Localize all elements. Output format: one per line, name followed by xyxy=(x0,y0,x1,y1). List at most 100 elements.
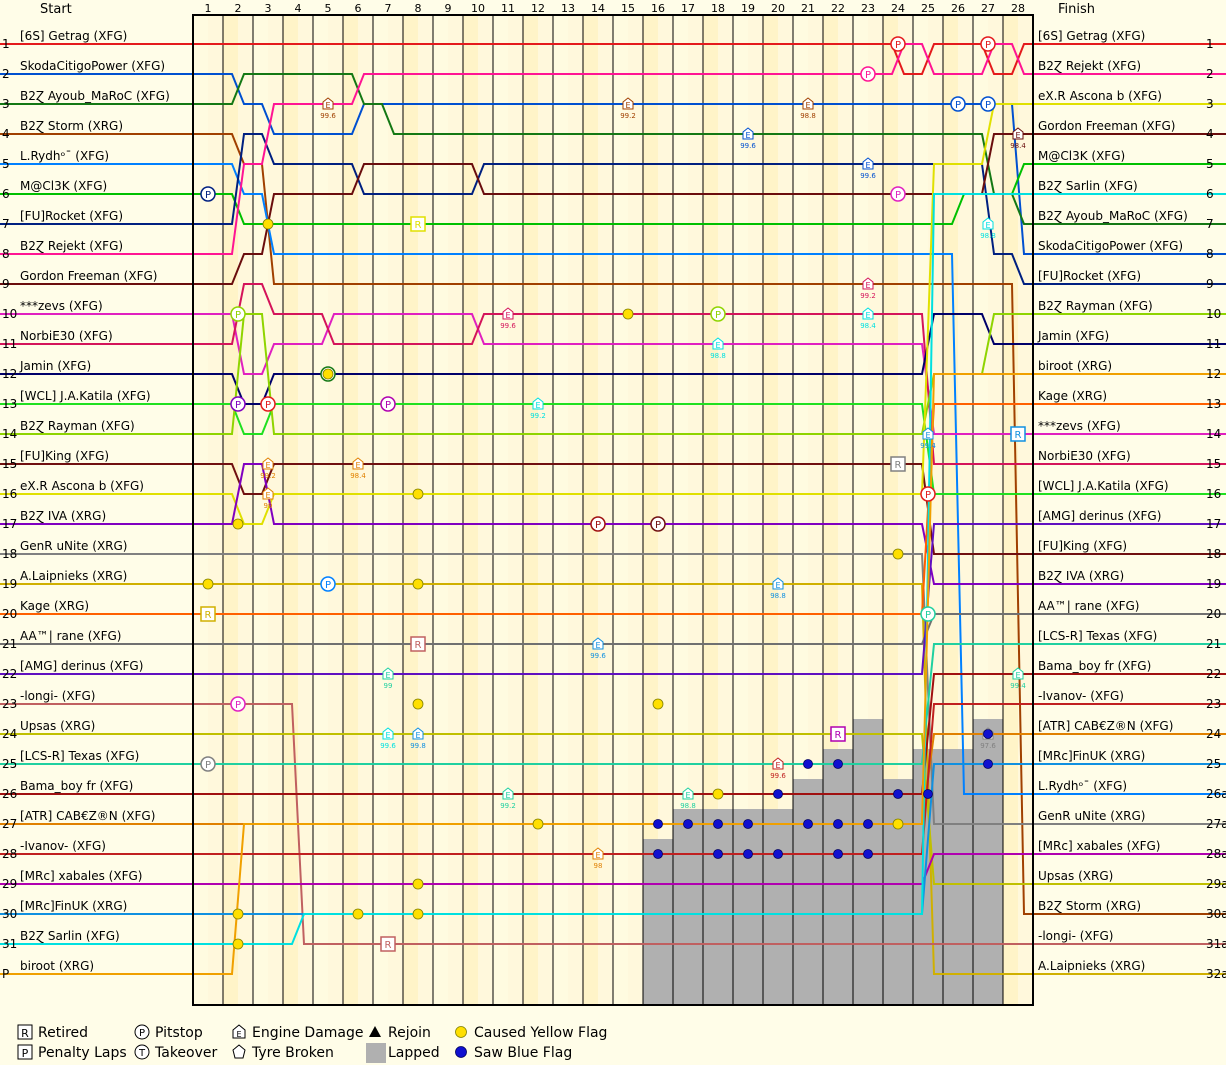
yellow-flag-marker xyxy=(412,908,424,920)
engine-legend-symbol xyxy=(232,1024,246,1039)
start-position-label: 15 xyxy=(2,457,17,471)
start-driver-label: biroot (XRG) xyxy=(20,959,94,973)
start-driver-label: B2Ɀ Rejekt (XFG) xyxy=(20,239,123,254)
blue-flag-marker xyxy=(833,849,843,859)
engine-damage-marker xyxy=(1012,667,1024,680)
retired-marker xyxy=(830,726,846,742)
finish-position-label: 15 xyxy=(1206,457,1221,471)
engine-damage-marker xyxy=(352,457,364,470)
finish-position-label: 2 xyxy=(1206,67,1214,81)
engine-damage-marker-letter: E xyxy=(745,131,750,140)
blue-flag-marker xyxy=(863,819,873,829)
pitstop-marker xyxy=(650,516,666,532)
lap-band xyxy=(673,15,688,1005)
grid-lines xyxy=(222,15,1004,1005)
start-position-label: 23 xyxy=(2,697,17,711)
retired-marker-label: R xyxy=(895,460,902,471)
yellow-flag-marker xyxy=(322,368,334,380)
pitstop-marker-label: P xyxy=(235,310,241,321)
start-driver-label: AA™| rane (XFG) xyxy=(20,629,121,643)
retired-marker-label: R xyxy=(415,640,422,651)
start-driver-label: B2Ɀ IVA (XRG) xyxy=(20,509,106,524)
lap-band xyxy=(433,15,448,1005)
start-position-label: 6 xyxy=(2,187,10,201)
finish-driver-label: eX.R Ascona b (XFG) xyxy=(1038,89,1162,103)
finish-position-label: 18 xyxy=(1206,547,1221,561)
engine-damage-marker-letter: E xyxy=(265,461,270,470)
start-driver-label: [MRc] xabales (XFG) xyxy=(20,869,142,883)
start-position-label: 11 xyxy=(2,337,17,351)
engine-damage-marker-letter: E xyxy=(1015,131,1020,140)
start-position-label: 14 xyxy=(2,427,17,441)
finish-driver-label: A.Laipnieks (XRG) xyxy=(1038,959,1145,973)
finish-driver-label: B2Ɀ IVA (XRG) xyxy=(1038,569,1124,584)
lapped-legend-symbol xyxy=(366,1043,386,1063)
finish-driver-label: [MRc]FinUK (XRG) xyxy=(1038,749,1145,763)
lap-tick-label: 15 xyxy=(621,2,635,15)
pitstop-marker-label: P xyxy=(325,580,331,591)
engine-damage-marker-letter: E xyxy=(865,161,870,170)
finish-title: Finish xyxy=(1058,2,1095,17)
yellow-flag-marker xyxy=(532,818,544,830)
pitstop-marker-label: P xyxy=(595,520,601,531)
engine-damage-marker-letter: E xyxy=(985,221,990,230)
finish-position-label: 22 xyxy=(1206,667,1221,681)
yellow-flag-marker xyxy=(892,818,904,830)
lap-band xyxy=(643,15,658,1005)
series-line xyxy=(0,163,1226,795)
lap-band xyxy=(793,15,808,1005)
series-line xyxy=(0,133,1226,915)
finish-driver-label: NorbiE30 (XFG) xyxy=(1038,449,1131,463)
start-position-label: 1 xyxy=(2,37,10,51)
lap-band xyxy=(463,15,478,1005)
pitstop-legend-label: Pitstop xyxy=(155,1025,203,1041)
finish-labels: [6S] Getrag (XFG) 1 B2Ɀ Rejekt (XFG) 2 eX.R … xyxy=(1037,29,1226,981)
yellow-flag-marker xyxy=(262,218,274,230)
blue-flag-marker xyxy=(773,789,783,799)
start-position-label: 31 xyxy=(2,937,17,951)
yellow-flag-marker xyxy=(202,578,214,590)
lapped-block xyxy=(823,749,854,1005)
pitstop-marker-label: P xyxy=(385,400,391,411)
finish-driver-label: [WCL] J.A.Katila (XFG) xyxy=(1038,479,1169,493)
finish-driver-label: B2Ɀ Rayman (XFG) xyxy=(1038,299,1153,314)
start-driver-label: B2Ɀ Rayman (XFG) xyxy=(20,419,135,434)
lap-band xyxy=(703,15,718,1005)
lap-tick-label: 23 xyxy=(861,2,875,15)
finish-driver-label: biroot (XRG) xyxy=(1038,359,1112,373)
lap-band xyxy=(733,15,748,1005)
yellow-flag-marker xyxy=(412,698,424,710)
yellow-flag-marker xyxy=(412,488,424,500)
start-driver-label: M@Cl3K (XFG) xyxy=(20,179,107,193)
start-position-label: 30 xyxy=(2,907,17,921)
pitstop-marker xyxy=(890,36,906,52)
lap-tick-label: 28 xyxy=(1011,2,1025,15)
start-driver-label: eX.R Ascona b (XFG) xyxy=(20,479,144,493)
lapped-block xyxy=(883,779,914,1005)
pitstop-marker xyxy=(260,396,276,412)
yellow-flag-marker xyxy=(232,518,244,530)
lap-tick-label: 4 xyxy=(295,2,302,15)
finish-driver-label: ***zevs (XFG) xyxy=(1038,419,1121,433)
engine-damage-marker xyxy=(802,97,814,110)
retired-marker-label: R xyxy=(385,940,392,951)
finish-driver-label: [FU]Rocket (XFG) xyxy=(1038,269,1141,283)
finish-position-label: 24 xyxy=(1206,727,1221,741)
finish-driver-label: M@Cl3K (XFG) xyxy=(1038,149,1125,163)
pitstop-marker xyxy=(920,486,936,502)
plot-frame xyxy=(192,14,1034,1006)
series-line xyxy=(0,703,1226,855)
finish-driver-label: [ATR] CAB€Z®N (XFG) xyxy=(1038,719,1173,733)
lap-band xyxy=(403,15,418,1005)
blue-flag-marker xyxy=(653,849,663,859)
engine-damage-marker-letter: E xyxy=(775,761,780,770)
retired-marker xyxy=(380,936,396,952)
pitstop-marker xyxy=(230,306,246,322)
penalty-legend-label: Penalty Laps xyxy=(38,1045,127,1061)
engine-damage-value: 99.6 xyxy=(380,742,396,750)
series-line xyxy=(0,103,1226,525)
engine-damage-value: 98.8 xyxy=(980,232,996,240)
engine-damage-marker xyxy=(922,427,934,440)
finish-driver-label: [FU]King (XFG) xyxy=(1038,539,1127,553)
